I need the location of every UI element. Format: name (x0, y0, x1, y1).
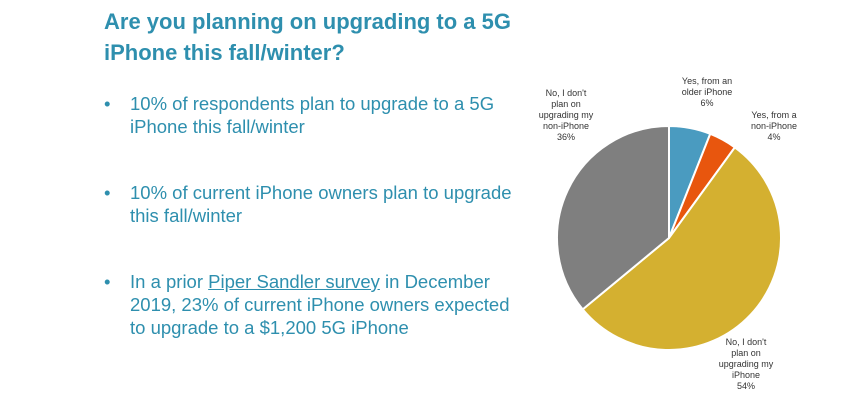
bullet-dot: • (104, 182, 111, 203)
pie-slice-label: No, I don't plan on upgrading my iPhone 54% (719, 337, 774, 391)
bullet-dot: • (104, 93, 111, 114)
bullet-item: • In a prior Piper Sandler survey in Dec… (104, 270, 524, 339)
pie-slice-label: Yes, from an older iPhone 6% (682, 76, 733, 108)
pie-slice (556, 124, 670, 311)
bullet-text-suffix: in December 2019, 23% of current iPhone … (130, 271, 510, 338)
bullet-dot: • (104, 271, 111, 292)
pie-slice-label: No, I don't plan on upgrading my non-iPhone… (539, 88, 594, 142)
pie-slice-label: Yes, from a non-iPhone 4% (751, 110, 797, 142)
piper-sandler-survey-link[interactable]: Piper Sandler survey (208, 271, 380, 292)
bullet-text: 10% of current iPhone owners plan to upg… (130, 182, 512, 226)
bullet-item: • 10% of respondents plan to upgrade to … (104, 92, 524, 138)
bullet-item: • 10% of current iPhone owners plan to u… (104, 181, 524, 227)
slide-title: Are you planning on upgrading to a 5G iP… (104, 9, 511, 65)
pie-slice (581, 145, 782, 351)
bullet-text-prefix: In a prior (130, 271, 209, 292)
bullet-text: 10% of respondents plan to upgrade to a … (130, 93, 495, 137)
